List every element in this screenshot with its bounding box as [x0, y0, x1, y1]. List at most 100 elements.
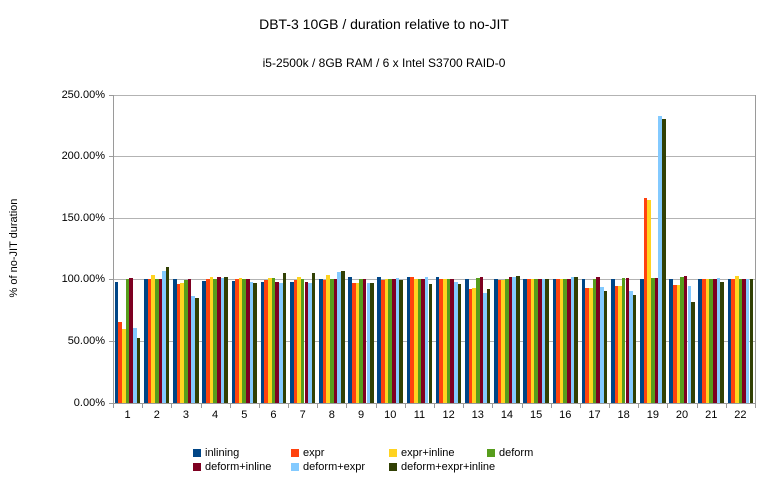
bar-expr+inline	[268, 277, 272, 403]
bar-deform	[388, 279, 393, 403]
bar-deform+inline	[567, 278, 571, 403]
x-tick-label: 1	[124, 409, 131, 421]
x-axis-tick	[229, 404, 231, 408]
x-axis-tick	[609, 404, 611, 408]
bar-expr	[527, 279, 531, 403]
bar-deform+expr	[366, 283, 371, 403]
bar-deform+expr+inline	[282, 273, 287, 403]
bar-inlining	[435, 276, 440, 403]
bar-expr+inline	[122, 329, 126, 403]
bar-deform+expr+inline	[340, 270, 345, 403]
bar-deform+expr+inline	[720, 281, 724, 403]
x-axis-tick	[142, 404, 144, 408]
bar-deform	[651, 277, 655, 403]
x-axis-tick	[375, 404, 377, 408]
bar-deform+inline	[246, 279, 250, 403]
legend-swatch	[193, 463, 201, 471]
x-tick-label: 10	[384, 409, 397, 421]
x-axis-tick	[579, 404, 581, 408]
bar-inlining	[581, 278, 586, 403]
bar-expr	[351, 282, 356, 403]
bar-deform	[709, 278, 714, 403]
bar-expr	[672, 284, 677, 403]
legend-swatch	[389, 449, 397, 457]
bar-deform+expr+inline	[574, 277, 579, 403]
bar-expr+inline	[472, 288, 476, 403]
bar-deform+expr	[629, 290, 633, 403]
y-axis-tick	[109, 403, 113, 404]
bar-deform+expr	[337, 272, 341, 403]
x-axis-tick	[463, 404, 465, 408]
bar-expr	[322, 279, 327, 403]
bar-deform+inline	[713, 278, 717, 403]
legend-label: deform+expr	[303, 461, 366, 473]
bar-deform+inline	[158, 278, 163, 403]
bar-deform	[534, 278, 538, 403]
x-tick-label: 4	[212, 409, 219, 421]
bar-deform+expr+inline	[428, 284, 433, 403]
bar-deform+expr	[278, 283, 283, 403]
bar-deform+expr	[191, 296, 196, 403]
bar-expr	[468, 289, 473, 403]
bar-inlining	[231, 281, 236, 403]
bar-expr+inline	[384, 279, 389, 403]
bar-deform+inline	[596, 276, 600, 403]
bar-deform	[154, 278, 159, 403]
bar-expr+inline	[530, 279, 535, 403]
bar-deform+inline	[625, 277, 630, 403]
bar-inlining	[114, 282, 119, 403]
legend-item-deform+inline: deform+inline	[193, 461, 271, 474]
x-tick-label: 12	[442, 409, 455, 421]
bar-deform+inline	[683, 276, 688, 403]
x-tick-label: 11	[413, 409, 426, 421]
bar-inlining	[406, 277, 411, 403]
bar-inlining	[698, 278, 703, 403]
bar-deform+inline	[450, 278, 455, 403]
bar-deform+expr+inline	[457, 284, 462, 403]
legend-item-inlining: inlining	[193, 447, 239, 460]
bar-deform+expr	[308, 282, 312, 403]
bar-deform+inline	[129, 277, 134, 403]
bar-deform+inline	[333, 278, 338, 403]
legend-item-deform+expr+inline: deform+expr+inline	[389, 461, 495, 474]
bar-inlining	[319, 279, 323, 403]
bar-inlining	[669, 278, 673, 403]
bar-deform+expr+inline	[632, 294, 637, 403]
legend-swatch	[193, 449, 201, 457]
y-axis-tick	[109, 279, 113, 280]
bar-inlining	[494, 279, 498, 403]
x-axis-tick	[667, 404, 669, 408]
y-axis-title: % of no-JIT duration	[8, 198, 20, 298]
bar-expr	[556, 279, 560, 403]
bar-deform+expr+inline	[516, 276, 520, 403]
x-tick-label: 16	[559, 409, 572, 421]
bar-deform+expr	[599, 286, 604, 403]
bar-expr+inline	[676, 285, 681, 403]
bar-inlining	[260, 281, 265, 403]
bar-expr+inline	[559, 279, 564, 403]
x-tick-label: 6	[270, 409, 277, 421]
bar-inlining	[202, 281, 207, 403]
bar-expr	[614, 285, 619, 403]
bar-deform	[505, 278, 509, 403]
x-tick-label: 8	[328, 409, 335, 421]
legend-label: deform	[499, 447, 534, 459]
legend-swatch	[487, 449, 495, 457]
bar-deform+expr	[658, 115, 662, 403]
bar-expr	[381, 279, 385, 403]
x-axis-tick	[346, 404, 348, 408]
legend-label: deform+inline	[205, 461, 272, 473]
bar-expr+inline	[589, 288, 593, 403]
bar-deform+expr+inline	[195, 297, 199, 403]
bar-deform	[563, 278, 568, 403]
bar-inlining	[465, 278, 469, 403]
x-axis-tick	[521, 404, 523, 408]
bar-inlining	[348, 277, 352, 403]
bar-expr	[264, 279, 269, 403]
gridline	[113, 218, 755, 219]
bar-deform+expr	[424, 277, 429, 403]
x-axis-line	[113, 403, 756, 404]
bar-deform+expr+inline	[545, 278, 549, 403]
bar-deform+expr+inline	[603, 290, 608, 403]
